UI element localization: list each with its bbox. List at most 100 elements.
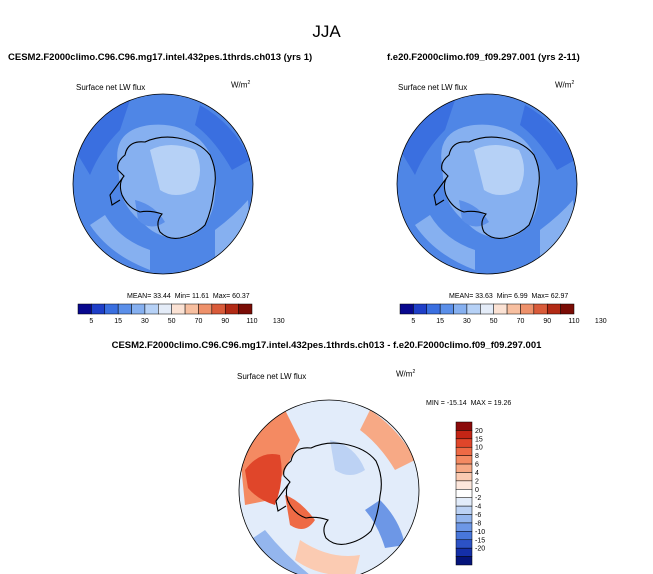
panel-1-colorbar-tick-label: 130 [273, 318, 285, 325]
panel-3-case-title: CESM2.F2000climo.C96.C96.mg17.intel.432p… [111, 340, 542, 351]
panel-3-field-patch [330, 440, 365, 475]
panel-2-colorbar-box [560, 303, 575, 315]
panel-3-colorbar-box [455, 438, 473, 448]
panel-3-colorbar-tick-label: -8 [475, 520, 481, 527]
panel-1-colorbar-box [131, 303, 146, 315]
panel-1-colorbar-box [104, 303, 119, 315]
panel-1-antarctica-coastline [109, 136, 216, 239]
panel-2-colorbar-tick-label: 30 [463, 318, 471, 325]
panel-3-colorbar-box [455, 463, 473, 473]
panel-1-colorbar-tick-label: 70 [195, 318, 203, 325]
panel-3-antarctica-coastline [275, 442, 382, 545]
panel-1-field-patch [90, 215, 150, 270]
panel-3-units: W/m2 [396, 369, 416, 379]
panel-3-colorbar-box [455, 421, 473, 431]
panel-3-colorbar-tick-label: 15 [475, 436, 483, 443]
panel-3-colorbar-tick-label: 6 [475, 462, 479, 469]
panel-2-variable-label: Surface net LW flux [398, 83, 468, 92]
panel-2-colorbar-tick-label: 50 [490, 318, 498, 325]
panel-2-colorbar-box [533, 303, 548, 315]
panel-2-field-patch [540, 200, 575, 258]
panel-3-colorbar-box [455, 505, 473, 515]
panel-2-colorbar-box [546, 303, 561, 315]
panel-3-colorbar-box [455, 430, 473, 440]
panel-3-colorbar-tick-label: -6 [475, 512, 481, 519]
panel-1-colorbar-box [211, 303, 226, 315]
panel-3-colorbar-tick-label: 10 [475, 445, 483, 452]
panel-1-case-title: CESM2.F2000climo.C96.C96.mg17.intel.432p… [8, 52, 313, 63]
panel-3-field-patch [285, 495, 315, 529]
panel-2-colorbar-box [493, 303, 508, 315]
panel-1-field-patch [215, 200, 250, 258]
panel-2-colorbar-box [426, 303, 441, 315]
panel-2-colorbar-box [453, 303, 468, 315]
panel-2-colorbar-tick-label: 90 [543, 318, 551, 325]
panel-3-field-patch [365, 500, 405, 548]
panel-2-case-title: f.e20.F2000climo.f09_f09.297.001 (yrs 2-… [387, 52, 580, 63]
panel-3-colorbar-tick-label: -10 [475, 529, 485, 536]
panel-3-colorbar-tick-label: -15 [475, 537, 485, 544]
panel-3-colorbar-box [455, 455, 473, 465]
panel-1-stats: MEAN= 33.44 Min= 11.61 Max= 60.37 [127, 293, 250, 300]
panel-1-colorbar-box [117, 303, 132, 315]
panel-1-colorbar-tick-label: 5 [89, 318, 93, 325]
panel-2-colorbar-tick-label: 70 [517, 318, 525, 325]
panel-1-colorbar-box [158, 303, 172, 315]
panel-2-colorbar: 5 15 30 50 70 90 110 130 [399, 303, 607, 325]
panel-3-colorbar-tick-label: -20 [475, 546, 485, 553]
panel-3-colorbar-box [455, 547, 473, 557]
figure-title: JJA [312, 22, 341, 41]
panel-1-colorbar-box [238, 303, 253, 315]
panel-3-colorbar-tick-label: -4 [475, 504, 481, 511]
panel-1-colorbar-tick-label: 90 [221, 318, 229, 325]
panel-2-colorbar-tick-label: 130 [595, 318, 607, 325]
panel-3-variable-label: Surface net LW flux [237, 372, 307, 381]
panel-2-map-border [396, 93, 578, 275]
panel-2-antarctica-coastline [433, 136, 540, 239]
panel-2-colorbar-box [413, 303, 428, 315]
panel-3-colorbar-tick-label: 2 [475, 478, 479, 485]
panel-3-colorbar-box [455, 497, 473, 507]
panel-3-colorbar-box [455, 539, 473, 549]
panel-3-colorbar-tick-label: 8 [475, 453, 479, 460]
panel-3-map-border [238, 399, 420, 574]
panel-1-colorbar: 5 15 30 50 70 90 110 130 [77, 303, 285, 325]
panel-2-stats: MEAN= 33.63 Min= 6.99 Max= 62.97 [449, 293, 569, 300]
panel-1-map-border [72, 93, 254, 275]
panel-2-colorbar-tick-label: 5 [411, 318, 415, 325]
panel-2-field-patch [474, 145, 524, 195]
panel-3-colorbar-box [455, 522, 473, 532]
panel-2-colorbar-box [520, 303, 535, 315]
panel-1-field-patch [150, 145, 200, 195]
panel-2-field-patch [520, 105, 575, 170]
panel-3-field-patch [295, 540, 360, 574]
panel-3-colorbar-tick-label: -2 [475, 495, 481, 502]
panel-3-colorbar-tick-label: 20 [475, 428, 483, 435]
panel-2-field-patch [415, 215, 475, 270]
panel-2-colorbar-box [439, 303, 454, 315]
panel-3-colorbar-box [455, 514, 473, 524]
panel-3-stats: MIN = -15.14 MAX = 19.26 [426, 400, 512, 407]
panel-2-field-patch [400, 100, 455, 175]
panel-1-field-patch [75, 100, 130, 175]
panel-1-field-patch [195, 105, 250, 170]
panel-2-colorbar-box [506, 303, 521, 315]
panel-1-colorbar-tick-label: 50 [168, 318, 176, 325]
panel-1-field-patch [135, 200, 165, 227]
panel-3-colorbar-box [455, 556, 473, 566]
panel-1-map [73, 94, 253, 274]
panel-1-colorbar-box [77, 303, 92, 315]
panel-3-colorbar-tick-label: 0 [475, 487, 479, 494]
panel-1-colorbar-tick-label: 15 [114, 318, 122, 325]
panel-1-colorbar-box [144, 303, 159, 315]
panel-2-map [397, 94, 577, 274]
panel-3-colorbar-box [455, 531, 473, 541]
panel-1-colorbar-box [224, 303, 239, 315]
panel-3-colorbar-box [455, 446, 473, 456]
panel-3-colorbar-box [455, 480, 473, 490]
panel-2-field-patch [459, 200, 489, 227]
panel-3-field-patch [245, 454, 282, 505]
panel-1-colorbar-box [184, 303, 199, 315]
